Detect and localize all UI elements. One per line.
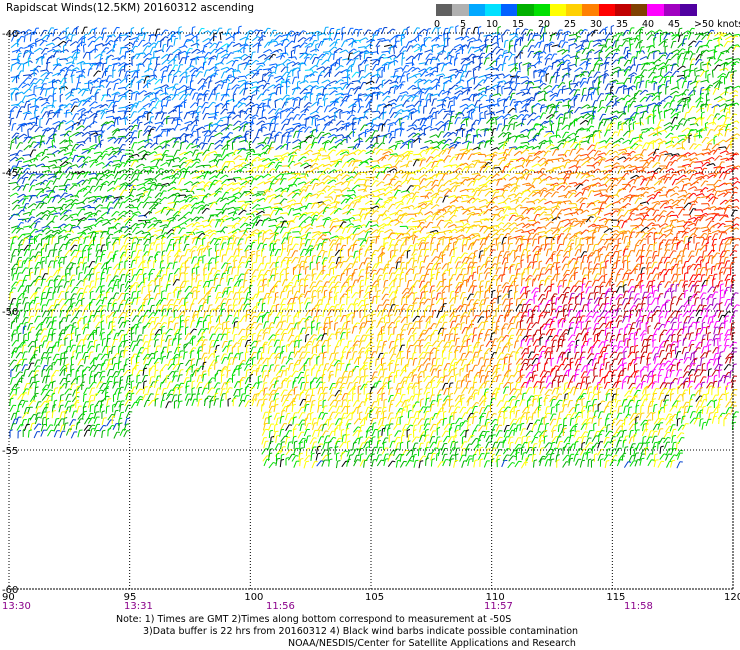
- legend-label: 45: [668, 19, 681, 30]
- footer-credit: NOAA/NESDIS/Center for Satellite Applica…: [288, 638, 576, 649]
- lat-tick-label: -40: [2, 29, 18, 40]
- lon-tick-label: 115: [606, 592, 625, 603]
- legend-swatch: [549, 4, 567, 16]
- lat-tick-label: -45: [2, 168, 18, 179]
- wind-barbs-layer: [9, 24, 740, 469]
- lon-tick-label: 120: [724, 592, 740, 603]
- legend-label: 5: [460, 19, 467, 30]
- legend-label: 35: [616, 19, 629, 30]
- legend-swatch: [484, 4, 502, 16]
- lat-tick-label: -50: [2, 307, 18, 318]
- legend-swatch: [582, 4, 599, 16]
- lat-lon-grid: [8, 32, 734, 590]
- wind-speed-legend: 0 5 10 15 20 25 30 35 40 45 >50 knots: [434, 4, 740, 32]
- legend-swatch: [452, 4, 469, 16]
- legend-swatch: [598, 4, 616, 16]
- legend-swatch: [679, 4, 697, 16]
- time-label: 11:57: [484, 601, 513, 612]
- lon-tick-label: 90: [2, 592, 15, 603]
- lon-tick-label: 105: [365, 592, 384, 603]
- legend-label: 30: [590, 19, 603, 30]
- legend-swatch: [517, 4, 534, 16]
- legend-label: 20: [538, 19, 551, 30]
- footer-note-2: 3)Data buffer is 22 hrs from 20160312 4)…: [143, 626, 579, 637]
- legend-swatch: [436, 4, 453, 16]
- footer-note-1: Note: 1) Times are GMT 2)Times along bot…: [116, 614, 512, 625]
- time-label: 13:31: [124, 601, 153, 612]
- legend-swatch: [631, 4, 648, 16]
- legend-label: 10: [486, 19, 499, 30]
- lon-tick-label: 110: [486, 592, 505, 603]
- time-label: 13:30: [2, 601, 31, 612]
- legend-label: 0: [434, 19, 441, 30]
- map-title: Rapidscat Winds(12.5KM) 20160312 ascendi…: [6, 2, 255, 14]
- legend-swatch: [468, 4, 486, 16]
- legend-swatch: [614, 4, 632, 16]
- legend-swatch: [501, 4, 518, 16]
- legend-label: 40: [642, 19, 655, 30]
- lat-tick-label: -60: [2, 585, 18, 596]
- lon-tick-label: 95: [124, 592, 137, 603]
- legend-swatch: [533, 4, 551, 16]
- legend-swatch: [647, 4, 664, 16]
- time-label: 11:58: [624, 601, 653, 612]
- lon-tick-label: 100: [244, 592, 263, 603]
- lat-tick-label: -55: [2, 446, 18, 457]
- legend-label: 15: [512, 19, 525, 30]
- legend-swatch: [566, 4, 583, 16]
- time-label: 11:56: [266, 601, 295, 612]
- legend-label: >50 knots: [694, 19, 740, 30]
- legend-swatch: [663, 4, 681, 16]
- legend-label: 25: [564, 19, 577, 30]
